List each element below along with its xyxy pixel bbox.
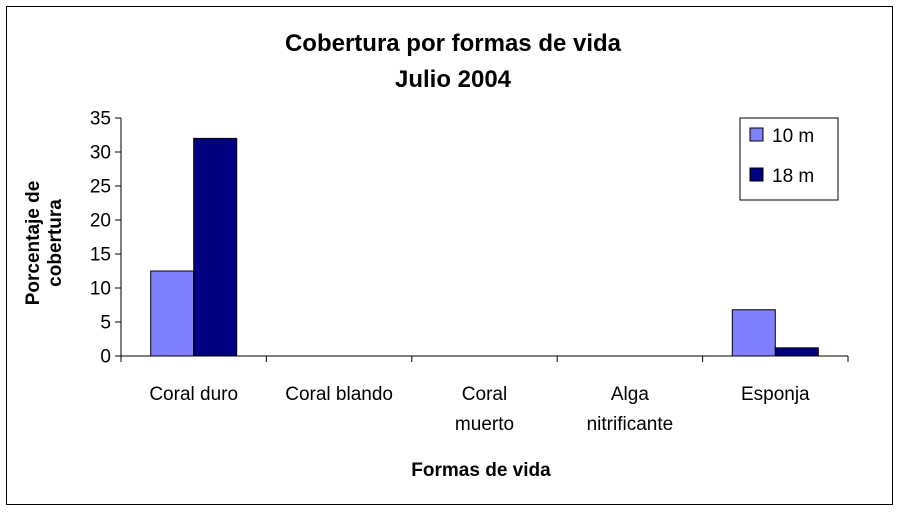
bar: [731, 309, 776, 357]
y-tick-label: 5: [100, 313, 111, 334]
y-tick-label: 0: [100, 347, 111, 368]
y-axis-title: cobertura: [45, 199, 66, 287]
bar: [150, 270, 195, 357]
legend-swatch: [749, 167, 764, 182]
bar: [193, 137, 238, 357]
y-tick-label: 20: [90, 211, 111, 232]
y-tick-label: 35: [90, 109, 111, 130]
x-category-label: Coral blando: [285, 384, 393, 405]
legend-swatch: [749, 127, 764, 142]
legend-label: 10 m: [772, 126, 814, 147]
y-tick-label: 25: [90, 177, 111, 198]
bar: [774, 347, 819, 357]
chart-title-line: Cobertura por formas de vida: [285, 30, 622, 57]
x-category-label: Esponja: [741, 384, 810, 405]
chart-frame: [6, 6, 893, 505]
y-tick-label: 30: [90, 143, 111, 164]
legend-label: 18 m: [772, 166, 814, 187]
y-tick-label: 15: [90, 245, 111, 266]
x-category-label: nitrificante: [587, 414, 674, 435]
x-category-label: Coral duro: [149, 384, 238, 405]
x-category-label: muerto: [455, 414, 514, 435]
x-category-label: Coral: [462, 384, 507, 405]
y-axis-title: Porcentaje de: [23, 181, 44, 306]
x-category-label: Alga: [611, 384, 649, 405]
x-axis-title: Formas de vida: [411, 460, 551, 481]
chart-title-line: Julio 2004: [395, 66, 512, 93]
y-tick-label: 10: [90, 279, 111, 300]
